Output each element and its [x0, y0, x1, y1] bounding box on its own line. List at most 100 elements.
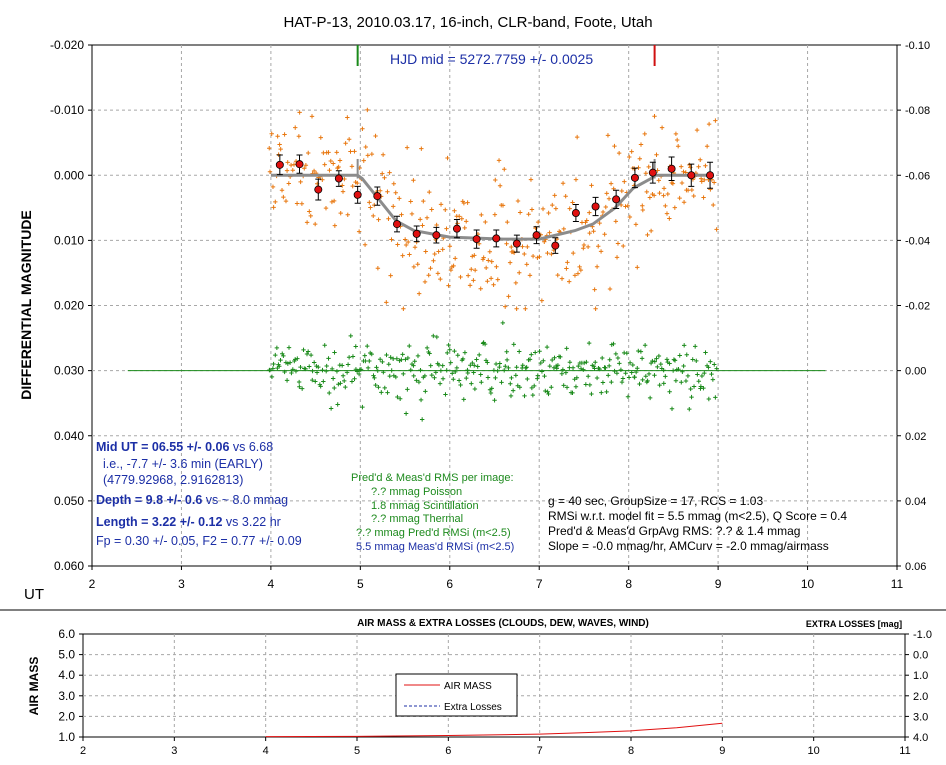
- target-star-point: [587, 210, 592, 215]
- airmass-series-line: [265, 722, 723, 738]
- y-tick-label-left: 0.020: [54, 299, 84, 313]
- target-star-point: [711, 202, 716, 208]
- target-star-point: [515, 198, 521, 204]
- target-star-point: [608, 181, 614, 186]
- binned-point: [275, 160, 284, 169]
- check-star-point: [455, 353, 461, 358]
- airmass-y-axis-label: AIR MASS: [27, 657, 41, 716]
- target-star-point: [296, 134, 302, 139]
- binned-point: [551, 241, 560, 250]
- target-star-point: [600, 209, 606, 215]
- check-star-point: [407, 343, 412, 349]
- check-star-point: [607, 357, 612, 362]
- target-star-point: [504, 241, 509, 246]
- check-star-point: [380, 359, 385, 365]
- target-star-point: [404, 145, 410, 150]
- check-star-point: [445, 350, 450, 356]
- check-star-point: [318, 384, 323, 389]
- check-star-point: [617, 361, 622, 366]
- check-star-point: [714, 366, 719, 371]
- check-star-point: [586, 340, 592, 346]
- legend-airmass-label: AIR MASS: [444, 681, 492, 692]
- target-star-point: [621, 243, 626, 249]
- check-star-point: [591, 364, 597, 369]
- target-star-point: [422, 279, 428, 285]
- check-star-point: [305, 349, 311, 354]
- main-y-ticks-right: -0.10 -0.08 -0.06 -0.04 -0.02 0.00 0.02 0.04 0.0…: [897, 40, 930, 573]
- target-star-point: [331, 161, 336, 166]
- target-star-point: [622, 179, 627, 184]
- check-star-point: [415, 353, 421, 359]
- check-star-point: [289, 370, 294, 376]
- target-star-point: [389, 237, 394, 242]
- check-star-point: [564, 346, 569, 351]
- target-star-point: [546, 210, 551, 216]
- target-star-point: [403, 242, 409, 248]
- target-star-point: [444, 226, 449, 231]
- check-star-point: [422, 373, 428, 379]
- check-star-point: [360, 404, 365, 410]
- check-star-point: [527, 357, 533, 362]
- check-star-point: [339, 363, 345, 368]
- check-star-point: [411, 373, 416, 379]
- check-star-point: [510, 388, 516, 393]
- target-star-point: [559, 276, 565, 281]
- check-star-point: [450, 371, 455, 376]
- check-star-point: [482, 341, 488, 347]
- target-star-point: [380, 152, 386, 157]
- target-star-point: [438, 276, 443, 282]
- check-star-point: [661, 381, 666, 386]
- check-star-point: [542, 373, 547, 379]
- check-star-point: [387, 373, 392, 379]
- target-star-point: [645, 232, 650, 238]
- check-star-point: [456, 378, 462, 383]
- main-y-ticks-left: -0.020 -0.010 0.000 0.010 0.020 0.030 0.040 0.0…: [50, 38, 92, 573]
- check-star-point: [708, 359, 713, 364]
- check-star-point: [349, 379, 355, 384]
- x-tick-label: 6: [445, 745, 451, 757]
- check-star-point: [371, 373, 376, 378]
- target-star-point: [714, 227, 719, 232]
- target-star-point: [491, 282, 496, 287]
- check-star-point: [524, 365, 529, 370]
- target-star-point: [602, 232, 607, 237]
- target-star-point: [698, 157, 703, 162]
- check-star-point: [419, 417, 425, 422]
- target-star-point: [483, 265, 489, 271]
- target-star-point: [447, 244, 453, 249]
- check-star-point: [472, 386, 478, 392]
- target-star-point: [443, 207, 448, 212]
- target-star-point: [670, 181, 676, 186]
- check-star-point: [438, 368, 444, 373]
- check-star-point: [478, 372, 483, 377]
- target-star-point: [615, 241, 621, 246]
- target-star-point: [535, 219, 541, 225]
- check-star-point: [633, 369, 639, 375]
- check-star-point: [544, 344, 550, 350]
- target-star-point: [365, 107, 370, 113]
- check-star-point: [493, 361, 499, 367]
- target-star-point: [635, 265, 640, 270]
- check-star-point: [551, 365, 557, 370]
- check-star-point: [517, 349, 522, 354]
- target-star-point: [613, 219, 619, 224]
- target-star-point: [524, 262, 529, 267]
- check-star-point: [321, 379, 326, 384]
- check-star-point: [479, 379, 484, 385]
- target-star-point: [502, 304, 508, 309]
- check-star-point: [376, 385, 381, 390]
- target-star-point: [356, 229, 362, 234]
- x-tick-label: 11: [891, 577, 904, 591]
- check-star-point: [499, 380, 504, 385]
- target-star-point: [616, 150, 622, 156]
- check-star-point: [493, 375, 498, 381]
- check-star-point: [353, 344, 358, 349]
- check-star-point: [292, 357, 298, 362]
- check-star-point: [424, 345, 430, 351]
- binned-point: [687, 171, 696, 180]
- target-star-point: [578, 267, 584, 273]
- x-tick-label: 4: [263, 745, 269, 757]
- check-star-point: [654, 356, 659, 361]
- target-star-point: [471, 278, 476, 283]
- check-star-point: [465, 370, 471, 376]
